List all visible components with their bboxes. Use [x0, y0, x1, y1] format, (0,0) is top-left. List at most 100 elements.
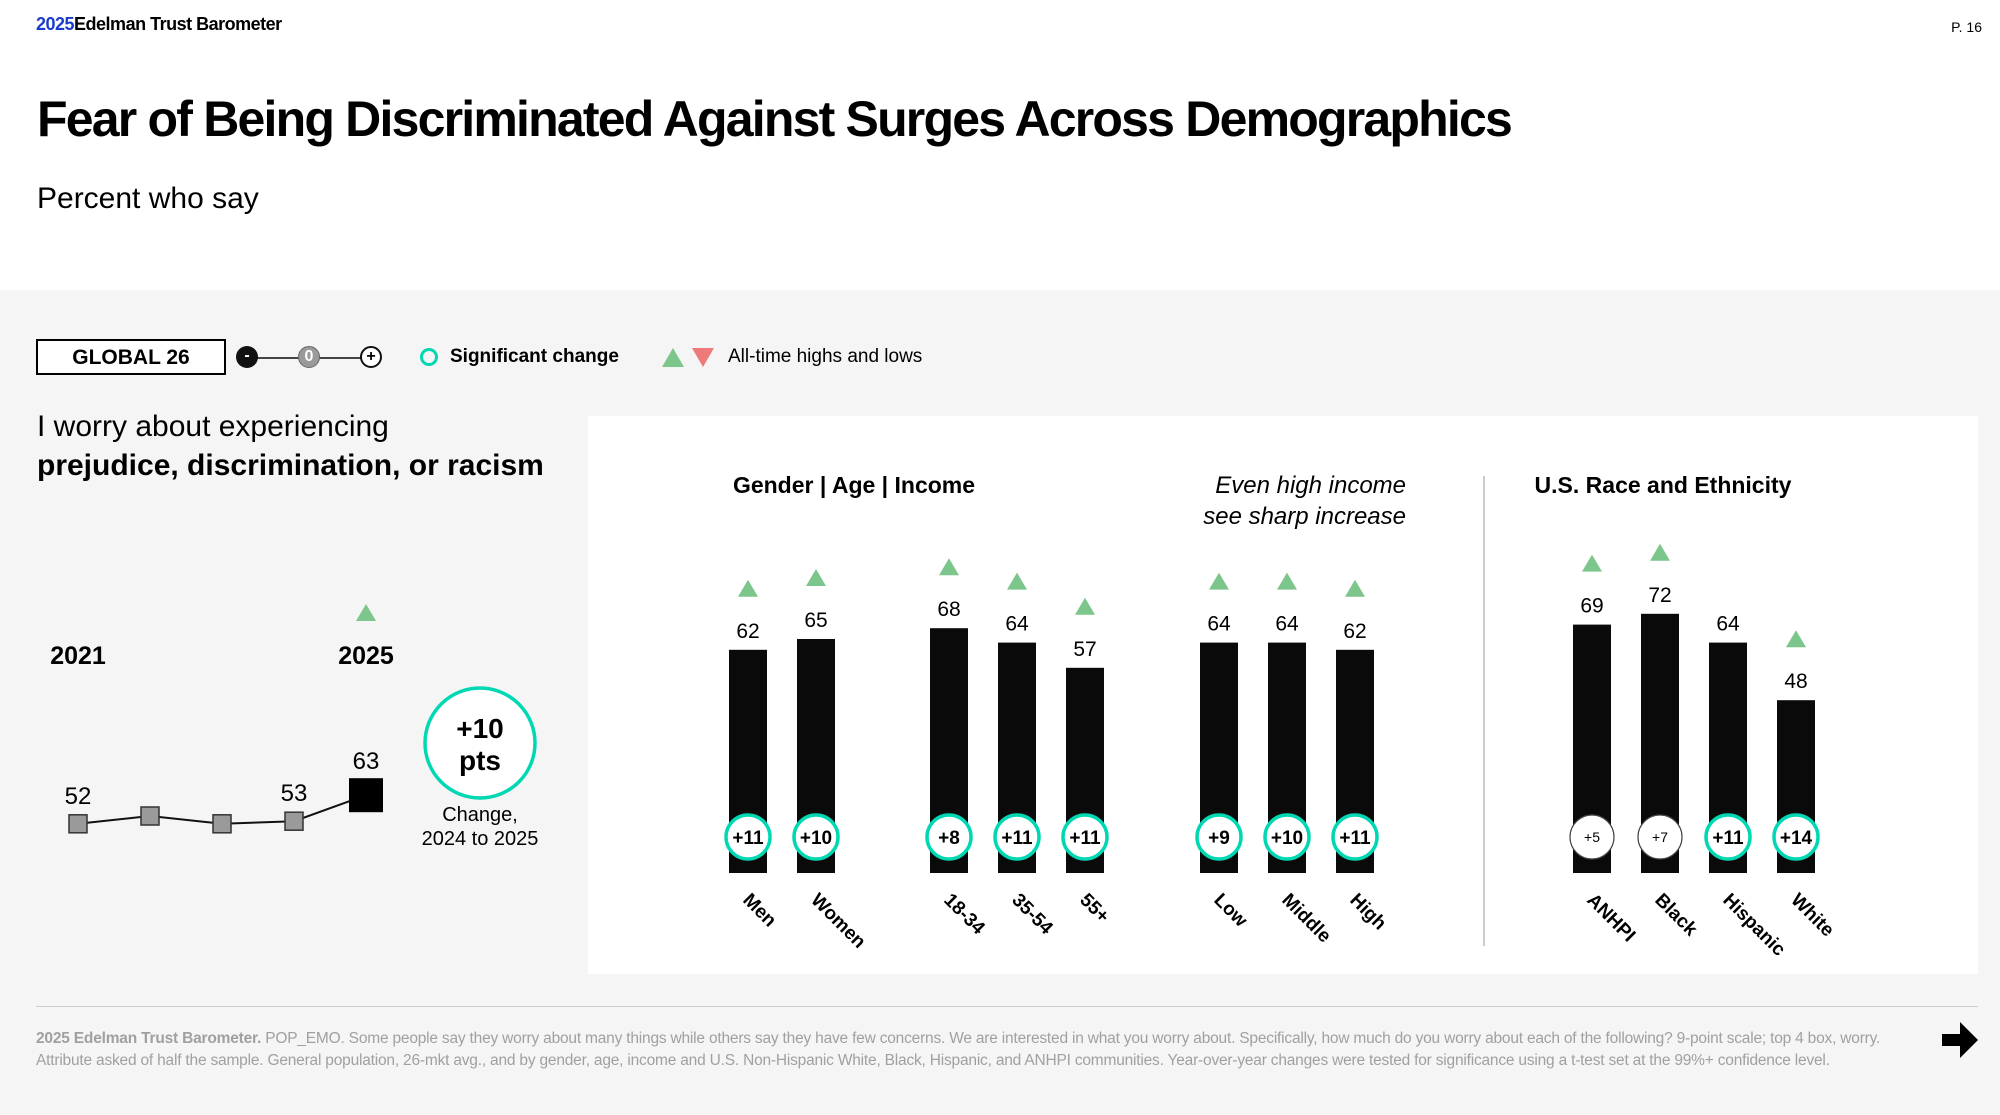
- page-title: Fear of Being Discriminated Against Surg…: [37, 91, 1513, 147]
- all-time-high-icon: [356, 604, 376, 621]
- trend-point: [212, 814, 232, 834]
- change-badge: [1772, 813, 1820, 861]
- category-label: Black: [1650, 890, 1701, 941]
- change-unit: pts: [459, 745, 501, 776]
- change-badge: [1263, 813, 1311, 861]
- category-label: Low: [1209, 890, 1251, 932]
- footnote-text: POP_EMO. Some people say they worry abou…: [36, 1030, 1881, 1069]
- all-time-high-icon: [939, 558, 959, 576]
- category-label: White: [1786, 890, 1837, 941]
- category-label: 55+: [1075, 890, 1113, 928]
- group-heading: Even high income: [1215, 472, 1406, 499]
- stepper-minus-icon[interactable]: -: [236, 346, 258, 368]
- change-badge-label: +9: [1208, 828, 1230, 849]
- change-badge: [724, 813, 772, 861]
- bar-value-label: 57: [1073, 638, 1096, 661]
- all-time-high-icon: [1075, 597, 1095, 615]
- change-label-line-2: 2024 to 2025: [422, 828, 539, 850]
- change-value: +10: [456, 713, 504, 744]
- page-number: P. 16: [1951, 19, 1982, 35]
- change-label-line-1: Change,: [442, 804, 518, 826]
- bar-value-label: 69: [1580, 595, 1603, 618]
- change-badge-label: +7: [1652, 829, 1668, 845]
- change-badge: [1637, 814, 1683, 860]
- trend-data-label: 63: [353, 748, 380, 775]
- legend-significant-change: Significant change: [420, 346, 619, 368]
- all-time-high-icon: [1786, 630, 1806, 648]
- group-heading: see sharp increase: [1203, 503, 1406, 530]
- trend-data-label: 53: [281, 780, 308, 807]
- footer-divider: [36, 1006, 1978, 1007]
- change-badge: [1331, 813, 1379, 861]
- category-label: 35-54: [1007, 890, 1057, 940]
- change-badge-label: +11: [1001, 828, 1033, 849]
- bar-chart: Gender | Age | Income 62 +11 Men 65 +10 Women 6…: [724, 472, 1838, 961]
- bar-value-label: 64: [1716, 613, 1740, 636]
- change-badge: [1704, 813, 1752, 861]
- trend-point: [284, 811, 304, 831]
- scale-stepper[interactable]: - 0 +: [236, 343, 382, 373]
- all-time-high-icon: [1650, 543, 1670, 561]
- trend-x-start-label: 2021: [50, 642, 106, 670]
- triangle-up-icon: [662, 347, 684, 367]
- category-label: ANHPI: [1582, 890, 1639, 947]
- change-circle: [423, 686, 537, 800]
- change-badge-label: +8: [938, 828, 960, 849]
- all-time-high-icon: [738, 579, 758, 597]
- all-time-high-icon: [1277, 572, 1297, 590]
- trend-point: [349, 778, 383, 813]
- all-time-high-icon: [1582, 554, 1602, 572]
- bar-value-label: 64: [1005, 613, 1029, 636]
- change-badge: [925, 813, 973, 861]
- change-badge: [1569, 814, 1615, 860]
- change-badge: [1195, 813, 1243, 861]
- footnote-source: 2025 Edelman Trust Barometer.: [36, 1030, 262, 1047]
- change-badge: [792, 813, 840, 861]
- change-badge-label: +5: [1584, 829, 1600, 845]
- category-label: High: [1345, 890, 1390, 935]
- group-heading: U.S. Race and Ethnicity: [1535, 472, 1792, 498]
- category-label: Men: [738, 890, 780, 932]
- trend-point: [68, 814, 88, 834]
- bar-value-label: 72: [1648, 584, 1671, 607]
- trend-data-label: 52: [65, 783, 92, 810]
- change-badge-label: +10: [1271, 828, 1303, 849]
- change-badge-label: +10: [800, 828, 832, 849]
- bar-value-label: 64: [1275, 613, 1299, 636]
- change-badge-label: +11: [1712, 828, 1744, 849]
- brand-name: Edelman Trust Barometer: [74, 14, 282, 34]
- change-badge: [993, 813, 1041, 861]
- bar-value-label: 68: [937, 598, 960, 621]
- triangle-down-icon: [692, 347, 714, 367]
- group-heading: Gender | Age | Income: [733, 472, 975, 498]
- region-badge[interactable]: GLOBAL 26: [36, 339, 226, 375]
- all-time-high-icon: [1345, 579, 1365, 597]
- change-badge: [1061, 813, 1109, 861]
- stepper-plus-icon[interactable]: +: [360, 346, 382, 368]
- category-label: Hispanic: [1718, 890, 1789, 961]
- category-label: 18-34: [939, 890, 989, 940]
- change-badge-label: +11: [1339, 828, 1371, 849]
- change-badge-label: +14: [1780, 828, 1813, 849]
- bar-value-label: 65: [804, 609, 827, 632]
- legend-all-time-label: All-time highs and lows: [728, 346, 923, 367]
- next-arrow-icon[interactable]: [1938, 1020, 1982, 1064]
- change-badge-label: +11: [1069, 828, 1101, 849]
- question-line-1: I worry about experiencing: [37, 410, 389, 443]
- stepper-value: 0: [298, 346, 320, 368]
- significant-ring-icon: [420, 348, 438, 366]
- trend-x-end-label: 2025: [338, 642, 394, 670]
- page-subtitle: Percent who say: [37, 182, 259, 215]
- legend-significant-label: Significant change: [450, 346, 619, 367]
- trend-point: [140, 806, 160, 826]
- bar-value-label: 62: [1343, 620, 1366, 643]
- brand-year: 2025: [36, 14, 75, 34]
- all-time-high-icon: [1209, 572, 1229, 590]
- all-time-high-icon: [1007, 572, 1027, 590]
- question-line-2: prejudice, discrimination, or racism: [37, 449, 544, 482]
- all-time-high-icon: [806, 569, 826, 586]
- legend-all-time: All-time highs and lows: [662, 346, 922, 368]
- category-label: Middle: [1277, 890, 1334, 947]
- footnote: 2025 Edelman Trust Barometer. POP_EMO. S…: [36, 1028, 1896, 1072]
